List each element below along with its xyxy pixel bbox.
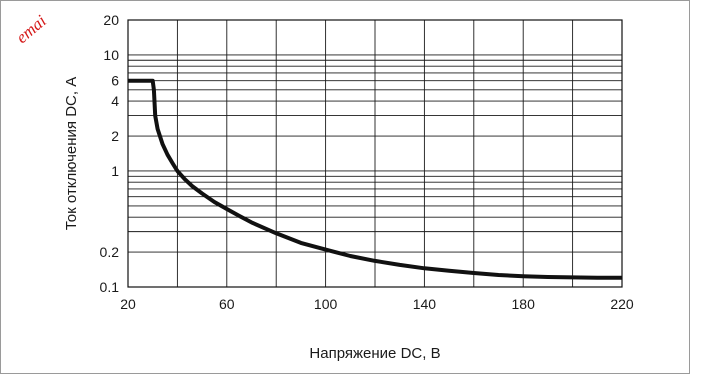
x-tick-label: 220 (610, 296, 634, 312)
y-tick-label: 20 (103, 12, 119, 28)
y-tick-labels: 0.1 0.2 1 2 4 6 10 20 (100, 12, 120, 295)
series-layer (128, 78, 622, 280)
x-tick-label: 60 (219, 296, 235, 312)
y-tick-label: 10 (103, 47, 119, 63)
y-tick-label: 2 (111, 128, 119, 144)
y-tick-label: 4 (111, 93, 119, 109)
grid (128, 20, 622, 287)
x-tick-label: 140 (413, 296, 437, 312)
y-tick-label: 1 (111, 163, 119, 179)
y-tick-label: 0.2 (100, 244, 120, 260)
y-axis-label: Ток отключения DC, А (63, 77, 80, 230)
watermark-text: emai (12, 11, 50, 47)
breaking-current-curve (128, 78, 622, 280)
plot-border (127, 19, 623, 288)
y-tick-label: 6 (111, 73, 119, 89)
y-tick-label: 0.1 (100, 279, 120, 295)
x-axis-label: Напряжение DC, В (309, 345, 440, 362)
x-tick-label: 100 (314, 296, 338, 312)
x-tick-label: 20 (120, 296, 136, 312)
x-tick-label: 180 (512, 296, 536, 312)
x-tick-labels: 20 60 100 140 180 220 (120, 296, 634, 312)
